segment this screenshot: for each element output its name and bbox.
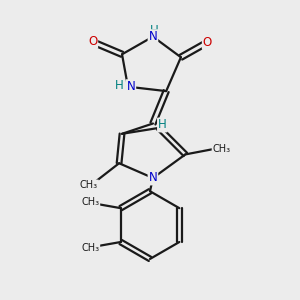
Text: H: H [158,118,167,131]
Text: O: O [88,34,97,48]
Text: H: H [115,79,124,92]
Text: CH₃: CH₃ [80,180,98,190]
Text: N: N [148,172,157,184]
Text: H: H [150,24,159,37]
Text: O: O [203,36,212,49]
Text: N: N [148,30,157,43]
Text: N: N [127,80,135,93]
Text: CH₃: CH₃ [81,197,99,207]
Text: CH₃: CH₃ [212,143,231,154]
Text: CH₃: CH₃ [81,243,99,253]
